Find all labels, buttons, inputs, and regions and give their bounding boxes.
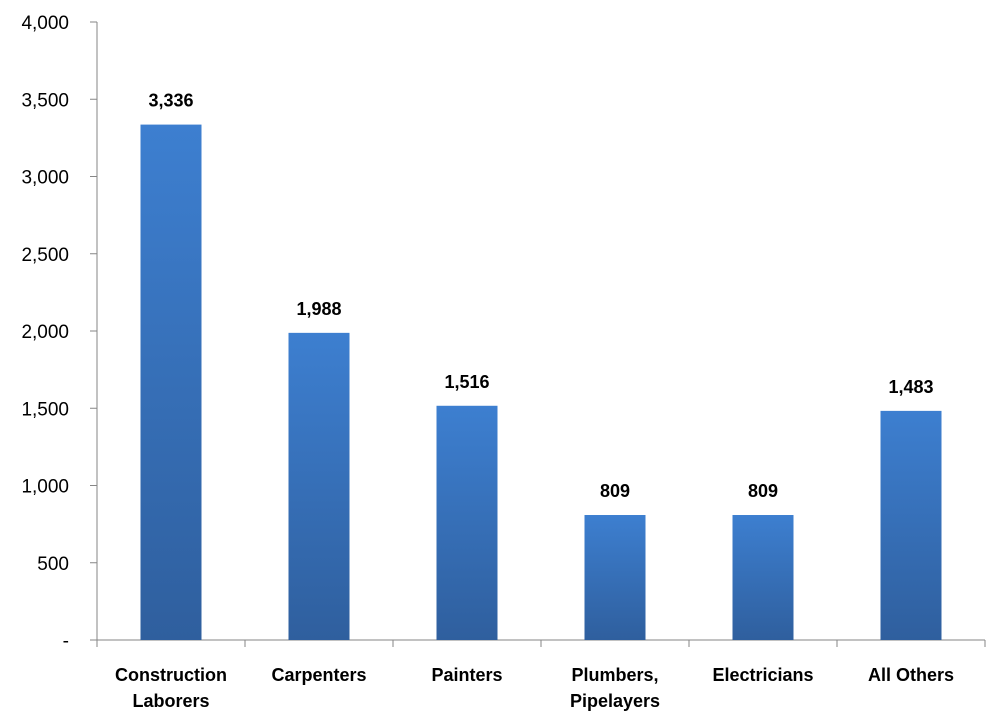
- data-label: 1,988: [296, 299, 341, 319]
- y-tick-label: 2,000: [21, 322, 69, 343]
- y-tick-label: 2,500: [21, 245, 69, 266]
- y-tick-label: 3,500: [21, 90, 69, 111]
- category-label: All Others: [868, 665, 954, 685]
- bar: [732, 515, 794, 640]
- bar: [584, 515, 646, 640]
- bar: [288, 332, 350, 640]
- category-label: Construction Laborers: [115, 665, 227, 711]
- y-tick-label: 1,000: [21, 477, 69, 498]
- bars: [140, 124, 942, 640]
- category-label: Electricians: [712, 665, 813, 685]
- bar: [140, 124, 202, 640]
- y-tick-label: 3,000: [21, 168, 69, 189]
- bar: [880, 410, 942, 640]
- data-label: 809: [600, 481, 630, 501]
- data-label: 1,516: [444, 372, 489, 392]
- y-tick-label: 4,000: [21, 13, 69, 34]
- category-label: Plumbers, Pipelayers: [570, 665, 660, 711]
- y-axis: - 500 1,000 1,500 2,000 2,500 3,000 3,500 4,000: [21, 13, 98, 652]
- y-tick-label: 500: [37, 554, 69, 575]
- data-label: 3,336: [148, 91, 193, 111]
- data-labels: 3,336 1,988 1,516 809 809 1,483: [148, 91, 933, 501]
- category-label: Carpenters: [271, 665, 366, 685]
- category-label: Painters: [431, 665, 502, 685]
- y-tick-label: 1,500: [21, 399, 69, 420]
- data-label: 809: [748, 481, 778, 501]
- x-axis: [96, 639, 986, 647]
- y-tick-label: -: [63, 631, 69, 652]
- data-label: 1,483: [888, 377, 933, 397]
- category-labels: Construction Laborers Carpenters Painters Pl…: [115, 665, 954, 711]
- bar: [436, 405, 498, 640]
